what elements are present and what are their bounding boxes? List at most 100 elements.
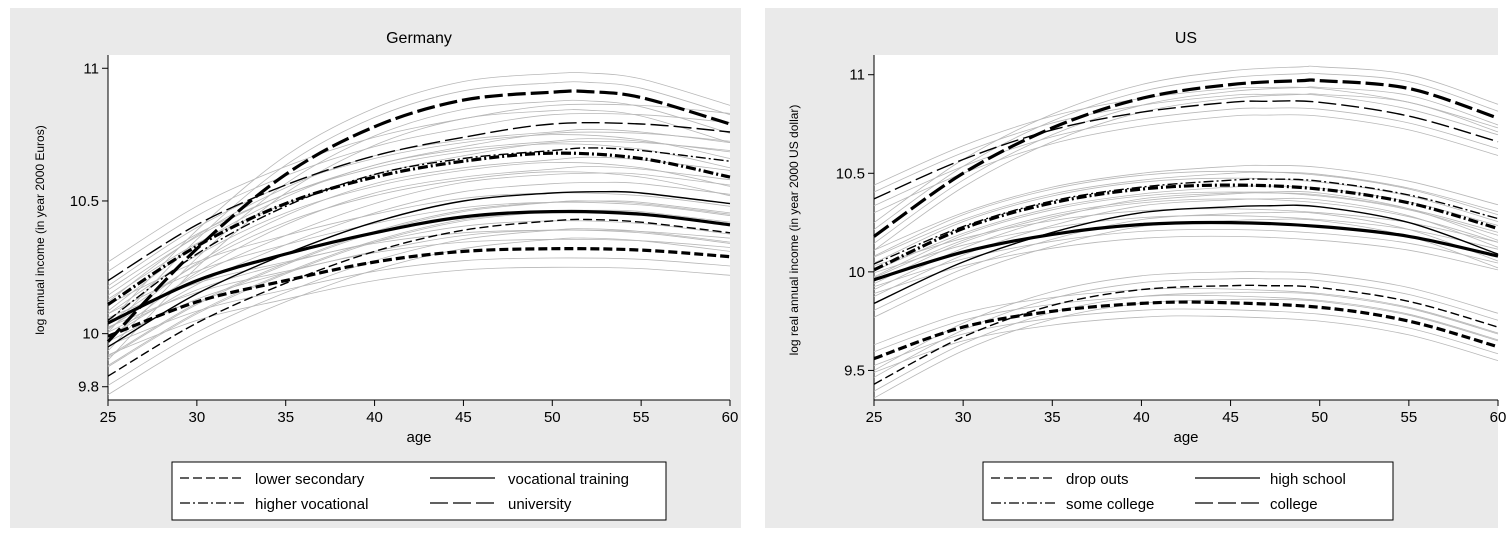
confidence-band-line: [107, 209, 731, 366]
confidence-band-line: [107, 162, 731, 315]
y-axis-label: log real annual income (in year 2000 US …: [787, 105, 801, 356]
legend-label-lower-secondary: lower secondary: [255, 471, 365, 488]
confidence-band-line: [873, 171, 1499, 258]
x-tick-label: 50: [544, 409, 561, 426]
confidence-bands: [107, 72, 731, 396]
confidence-bands: [873, 65, 1499, 399]
confidence-band-line: [107, 181, 731, 338]
x-axis-label: age: [1173, 429, 1198, 446]
series-line-college-thick: [873, 78, 1499, 238]
x-tick-label: 40: [1133, 409, 1150, 426]
series-lines: [873, 78, 1499, 385]
legend-label-drop-outs: drop outs: [1066, 471, 1129, 488]
x-tick-label: 30: [189, 409, 206, 426]
x-tick-label: 40: [366, 409, 383, 426]
series-line-some-college-thin: [873, 178, 1499, 265]
legend-box: [982, 461, 1394, 521]
legend-label-university: university: [508, 496, 572, 513]
confidence-band-line: [873, 228, 1499, 287]
series-line-high-school-thick: [873, 220, 1499, 282]
confidence-band-line: [873, 93, 1499, 251]
confidence-band-line: [873, 72, 1499, 230]
y-tick-label: 10.5: [70, 193, 99, 210]
x-tick-label: 55: [633, 409, 650, 426]
series-line-college-thin: [873, 100, 1499, 200]
confidence-band-line: [873, 86, 1499, 186]
y-tick-label: 11: [83, 60, 99, 77]
legend: lower secondary vocational training high…: [171, 461, 667, 521]
confidence-band-line: [873, 294, 1499, 353]
confidence-band-line: [107, 134, 731, 287]
x-tick-label: 25: [100, 409, 117, 426]
y-tick-label: 9.8: [78, 379, 99, 396]
x-axis-label: age: [406, 429, 431, 446]
confidence-band-line: [107, 229, 731, 319]
series-line-high-school-thin: [873, 204, 1499, 305]
confidence-band-line: [873, 308, 1499, 366]
germany-chart: Germany age log annual income (in year 2…: [10, 8, 741, 528]
confidence-band-line: [873, 65, 1499, 223]
confidence-band-line: [873, 291, 1499, 392]
legend-box: [171, 461, 667, 521]
confidence-band-line: [873, 315, 1499, 373]
x-tick-label: 35: [277, 409, 294, 426]
confidence-band-line: [107, 171, 731, 324]
series-line-university-thin: [107, 121, 731, 282]
x-tick-label: 60: [1490, 409, 1506, 426]
series-line-drop-outs-thick: [873, 300, 1499, 361]
series-line-higher-vocational-thin: [107, 147, 731, 321]
x-tick-label: 45: [1222, 409, 1239, 426]
y-tick-label: 11: [849, 67, 865, 84]
confidence-band-line: [107, 109, 731, 361]
series-line-lower-secondary-thin: [107, 218, 731, 377]
y-tick-label: 9.5: [844, 362, 865, 379]
series-line-lower-secondary-thick: [107, 247, 731, 338]
confidence-band-line: [873, 170, 1499, 257]
series-line-vocational-training-thin: [107, 190, 731, 348]
confidence-band-line: [107, 81, 731, 333]
axes: 25 30 35 40 45 50 55 60 9.8 10 10.5 11: [70, 55, 739, 426]
y-tick-label: 10.5: [836, 165, 865, 182]
series-line-university-thick: [106, 89, 731, 343]
confidence-band-line: [873, 191, 1499, 278]
x-tick-label: 50: [1311, 409, 1328, 426]
plot-area: [108, 55, 730, 400]
confidence-band-line: [107, 257, 731, 346]
confidence-band-line: [873, 86, 1499, 244]
confidence-band-line: [107, 228, 731, 386]
series-lines: [106, 89, 731, 377]
confidence-band-line: [873, 218, 1499, 318]
confidence-band-line: [873, 235, 1499, 294]
x-tick-label: 35: [1044, 409, 1061, 426]
y-axis-label: log annual income (in year 2000 Euros): [33, 125, 47, 334]
series-line-drop-outs-thin: [873, 284, 1499, 385]
confidence-band-line: [873, 271, 1499, 371]
confidence-band-line: [107, 166, 731, 340]
confidence-band-line: [107, 143, 731, 296]
x-tick-label: 30: [955, 409, 972, 426]
legend: drop outs high school some college colle…: [982, 461, 1394, 521]
confidence-band-line: [107, 201, 731, 315]
confidence-band-line: [873, 114, 1499, 214]
series-line-vocational-training-thick: [107, 209, 731, 325]
confidence-band-line: [107, 172, 731, 329]
y-tick-label: 10: [82, 326, 99, 343]
x-tick-label: 55: [1401, 409, 1418, 426]
confidence-band-line: [107, 99, 731, 352]
confidence-band-line: [107, 72, 731, 324]
legend-label-college: college: [1270, 496, 1318, 513]
y-tick-label: 10: [848, 264, 865, 281]
chart-title: Germany: [386, 30, 452, 47]
confidence-band-line: [873, 192, 1499, 279]
confidence-band-line: [107, 229, 731, 342]
series-line-some-college-thick: [873, 183, 1499, 272]
us-chart: US age log real annual income (in year 2…: [765, 8, 1506, 528]
confidence-band-line: [107, 266, 731, 356]
chart-title: US: [1175, 30, 1197, 47]
x-tick-label: 60: [722, 409, 739, 426]
confidence-band-line: [873, 107, 1499, 207]
legend-label-some-college: some college: [1066, 496, 1154, 513]
confidence-band-line: [873, 287, 1499, 346]
confidence-band-line: [873, 177, 1499, 264]
